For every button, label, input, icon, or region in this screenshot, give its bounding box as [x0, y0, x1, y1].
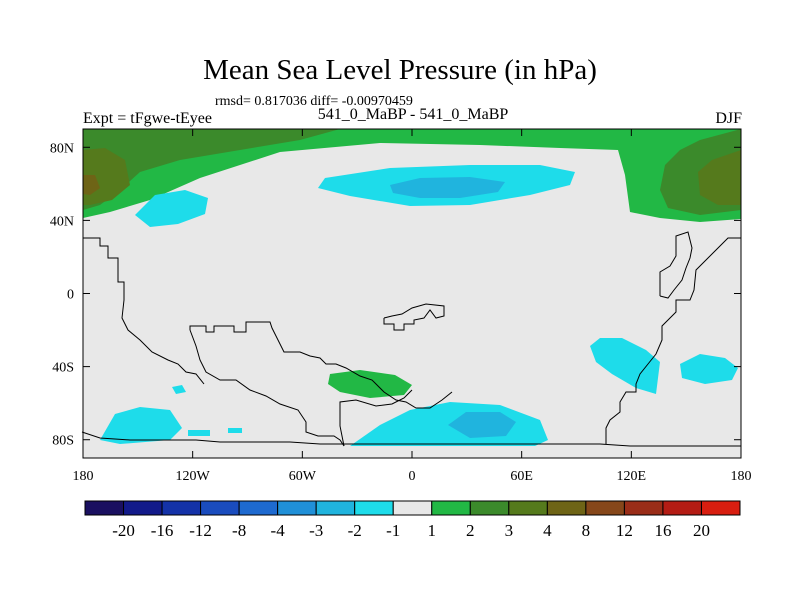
x-tick-label: 180 [73, 469, 94, 484]
x-tick-label: 120W [176, 469, 211, 484]
colorbar-label: 20 [693, 521, 710, 540]
chart-title: Mean Sea Level Pressure (in hPa) [203, 54, 597, 86]
negative-anomaly-southwest-1 [100, 407, 182, 444]
experiments-label: 541_0_MaBP - 541_0_MaBP [317, 106, 509, 123]
x-tick-label: 60W [289, 469, 317, 484]
colorbar-swatch [585, 500, 625, 516]
positive-anomaly-north-8 [83, 175, 100, 195]
colorbar-swatch [84, 500, 125, 516]
colorbar-label: -2 [348, 521, 362, 540]
y-tick-label: 80S [52, 434, 74, 449]
colorbar-swatch [315, 500, 356, 516]
colorbar-label: 3 [505, 521, 514, 540]
positive-anomaly-north-2 [83, 129, 741, 222]
negative-anomaly-east-1 [590, 338, 660, 394]
colorbar-swatch [200, 500, 240, 516]
colorbar-swatch [623, 500, 664, 516]
negative-anomaly-pacific-north-1 [135, 190, 208, 227]
colorbar-label: -12 [189, 521, 212, 540]
colorbar-swatch [700, 500, 741, 516]
y-tick-label: 80N [50, 141, 74, 156]
colorbar-swatch [277, 500, 317, 516]
colorbar-label: 2 [466, 521, 475, 540]
x-axis-ticks: 180 120W 60W 0 60E 120E 180 [73, 129, 752, 484]
negative-anomaly-east2-1 [680, 354, 738, 384]
colorbar-swatch [508, 500, 548, 516]
colorbar-swatch [469, 500, 510, 516]
colorbar-swatch [392, 500, 433, 516]
coastlines [81, 231, 741, 447]
colorbar-label: -3 [309, 521, 323, 540]
y-tick-label: 40N [50, 214, 74, 229]
negative-anomaly-patch-a [172, 385, 186, 394]
negative-anomaly-patch-b [188, 430, 210, 436]
colorbar-swatch [123, 500, 163, 516]
y-axis-ticks: 80N 40N 0 40S 80S [50, 141, 741, 449]
positive-anomaly-south-2 [328, 370, 412, 398]
x-tick-label: 0 [409, 469, 416, 484]
colorbar-swatch [431, 500, 471, 516]
x-tick-label: 180 [731, 469, 752, 484]
colorbar-label: 12 [616, 521, 633, 540]
experiment-label: Expt = tFgwe-tEyee [83, 110, 212, 127]
anomaly-fields [83, 129, 741, 446]
colorbar-swatch [662, 500, 702, 516]
negative-anomaly-south-2 [448, 412, 516, 438]
x-tick-label: 60E [510, 469, 533, 484]
colorbar-label: -8 [232, 521, 246, 540]
season-label: DJF [715, 110, 742, 127]
negative-anomaly-patch-c [228, 428, 242, 433]
colorbar-swatch [238, 500, 279, 516]
x-tick-label: 120E [617, 469, 647, 484]
y-tick-label: 40S [52, 361, 74, 376]
colorbar-label: -1 [386, 521, 400, 540]
y-tick-label: 0 [67, 288, 74, 303]
colorbar-label: 16 [654, 521, 671, 540]
colorbar-label: -20 [112, 521, 135, 540]
colorbar-label: 1 [428, 521, 437, 540]
colorbar-label: 8 [582, 521, 591, 540]
colorbar-swatch [354, 500, 394, 516]
colorbar-label: -16 [151, 521, 174, 540]
positive-anomaly-northeast-4 [698, 150, 741, 205]
colorbar-swatch [546, 500, 587, 516]
negative-anomaly-atlantic-2 [390, 177, 505, 198]
colorbar-label: 4 [543, 521, 552, 540]
colorbar: -20 -16 -12 -8 -4 -3 -2 -1 1 2 3 4 8 12 16 20 [84, 500, 741, 540]
colorbar-label: -4 [271, 521, 286, 540]
positive-anomaly-north-3 [83, 129, 340, 210]
rmsd-diff-stats: rmsd= 0.817036 diff= -0.00970459 [215, 94, 413, 109]
colorbar-swatch [161, 500, 202, 516]
